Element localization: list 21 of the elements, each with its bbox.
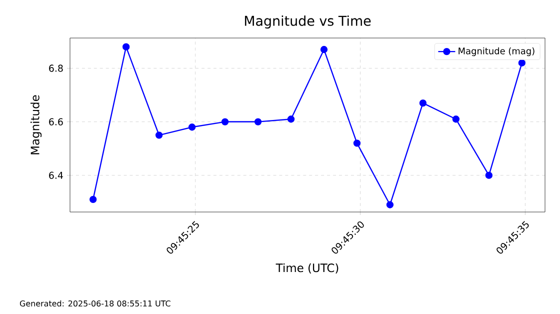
point — [188, 124, 196, 131]
x-axis-title: Time (UTC) — [276, 263, 338, 274]
point — [221, 118, 229, 126]
point — [287, 116, 295, 123]
point — [90, 196, 97, 204]
point — [353, 140, 361, 147]
y-tick-label: 6.8 — [49, 64, 63, 72]
point — [320, 46, 328, 54]
point — [518, 59, 526, 66]
point — [485, 172, 493, 179]
point — [155, 132, 163, 139]
point — [386, 201, 394, 208]
point — [254, 118, 262, 126]
point — [452, 116, 460, 123]
legend-label: Magnitude (mag) — [458, 47, 534, 56]
chart-title: Magnitude vs Time — [244, 15, 371, 28]
point — [419, 99, 427, 107]
y-axis-title: Magnitude — [30, 95, 42, 154]
point — [122, 43, 130, 50]
y-tick-label: 6.4 — [49, 172, 63, 179]
y-tick-label: 6.6 — [49, 118, 63, 126]
